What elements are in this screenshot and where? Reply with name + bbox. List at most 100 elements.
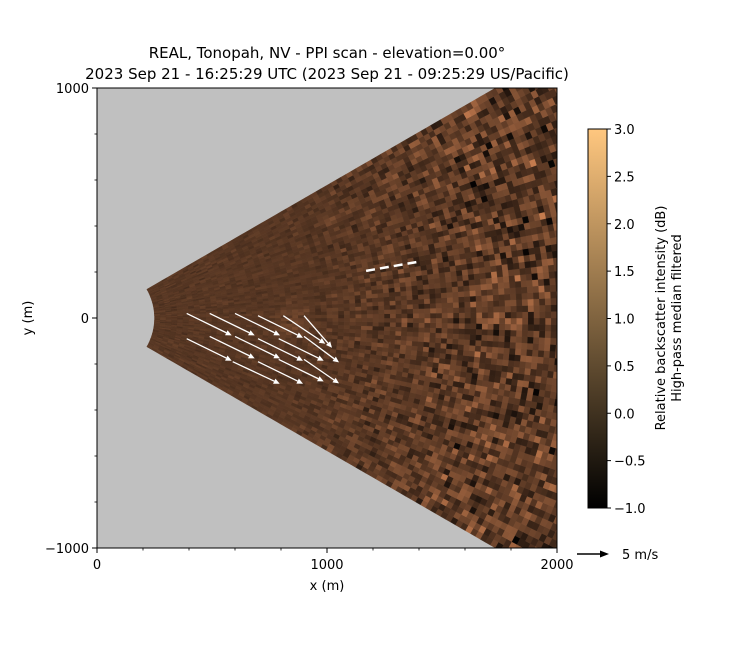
sector-cell [395,317,403,323]
sector-cell [464,333,471,340]
sector-cell [292,314,299,319]
sector-cell [361,317,368,323]
sector-cell [337,303,345,308]
sector-cell [274,315,282,319]
sector-cell [444,271,452,278]
sector-cell [538,285,545,293]
sector-cell [234,319,241,323]
sector-cell [286,326,293,330]
sector-cell [514,354,522,362]
sector-cell [412,308,420,314]
sector-cell [476,323,483,330]
sector-cell [452,338,459,345]
sector-cell [388,291,396,297]
sector-cell [514,348,522,356]
sector-cell [377,292,384,298]
sector-cell [544,330,552,339]
sector-cell [540,376,548,385]
sector-cell [383,292,390,298]
sector-cell [453,307,460,314]
sector-cell [457,285,465,292]
sector-cell [321,311,328,315]
sector-cell [480,351,487,358]
sector-cell [378,301,385,306]
sector-cell [458,317,466,324]
sector-cell [454,370,462,377]
sector-cell [475,300,483,308]
sector-cell [240,313,247,317]
sector-cell [458,338,465,345]
sector-cell [371,341,378,347]
sector-cell [498,341,505,348]
sector-cell [383,326,391,332]
sector-cell [383,338,390,344]
sector-cell [315,324,322,329]
sector-cell [428,288,436,295]
sector-cell [525,267,532,275]
sector-cell [274,309,282,314]
sector-cell [315,307,322,312]
sector-cell [512,366,520,374]
sector-cell [526,279,534,287]
sector-cell [412,331,419,337]
sector-cell [354,298,362,304]
sector-cell [343,314,351,319]
sector-cell [455,269,463,277]
sector-cell [445,348,453,355]
sector-cell [320,314,328,319]
sector-cell [372,321,379,327]
sector-cell [510,323,517,331]
sector-cell [487,294,494,302]
sector-cell [348,339,356,345]
sector-cell [337,331,345,337]
sector-cell [349,302,356,308]
sector-cell [483,260,491,268]
sector-cell [502,353,510,361]
sector-cell [384,321,391,327]
sector-cell [502,359,510,367]
sector-cell [498,288,505,295]
sector-cell [429,327,437,334]
sector-cell [393,348,401,354]
sector-cell [522,311,529,319]
sector-cell [461,268,469,276]
sector-cell [406,340,413,346]
sector-cell [523,374,531,382]
sector-cell [470,317,477,324]
sector-cell [462,279,470,287]
sector-cell [378,313,385,319]
sector-cell [477,368,485,375]
sector-cell [446,297,454,303]
sector-cell [452,333,460,340]
sector-cell [326,327,333,332]
sector-cell [360,325,368,331]
sector-cell [515,293,523,300]
sector-cell [458,291,465,298]
sector-cell [492,335,500,342]
sector-cell [326,324,333,329]
sector-cell [354,332,362,338]
sector-cell [365,341,373,347]
sector-cell [404,353,412,360]
sector-cell [520,354,527,363]
sector-cell [495,264,503,272]
sector-cell [418,298,425,305]
sector-cell [338,317,345,322]
sector-cell [537,278,545,287]
sector-cell [418,331,425,338]
sector-cell [510,317,518,325]
sector-cell [537,349,545,358]
sector-cell [365,337,373,343]
sector-cell [439,347,447,354]
sector-cell [493,317,500,325]
sector-cell [435,312,443,319]
sector-cell [286,309,293,313]
sector-cell [539,298,546,306]
sector-cell [297,305,305,310]
sector-cell [338,321,345,326]
sector-cell [348,336,356,341]
sector-cell [427,356,435,363]
sector-cell [477,255,485,263]
sector-cell [504,311,512,319]
sector-cell [269,312,276,316]
